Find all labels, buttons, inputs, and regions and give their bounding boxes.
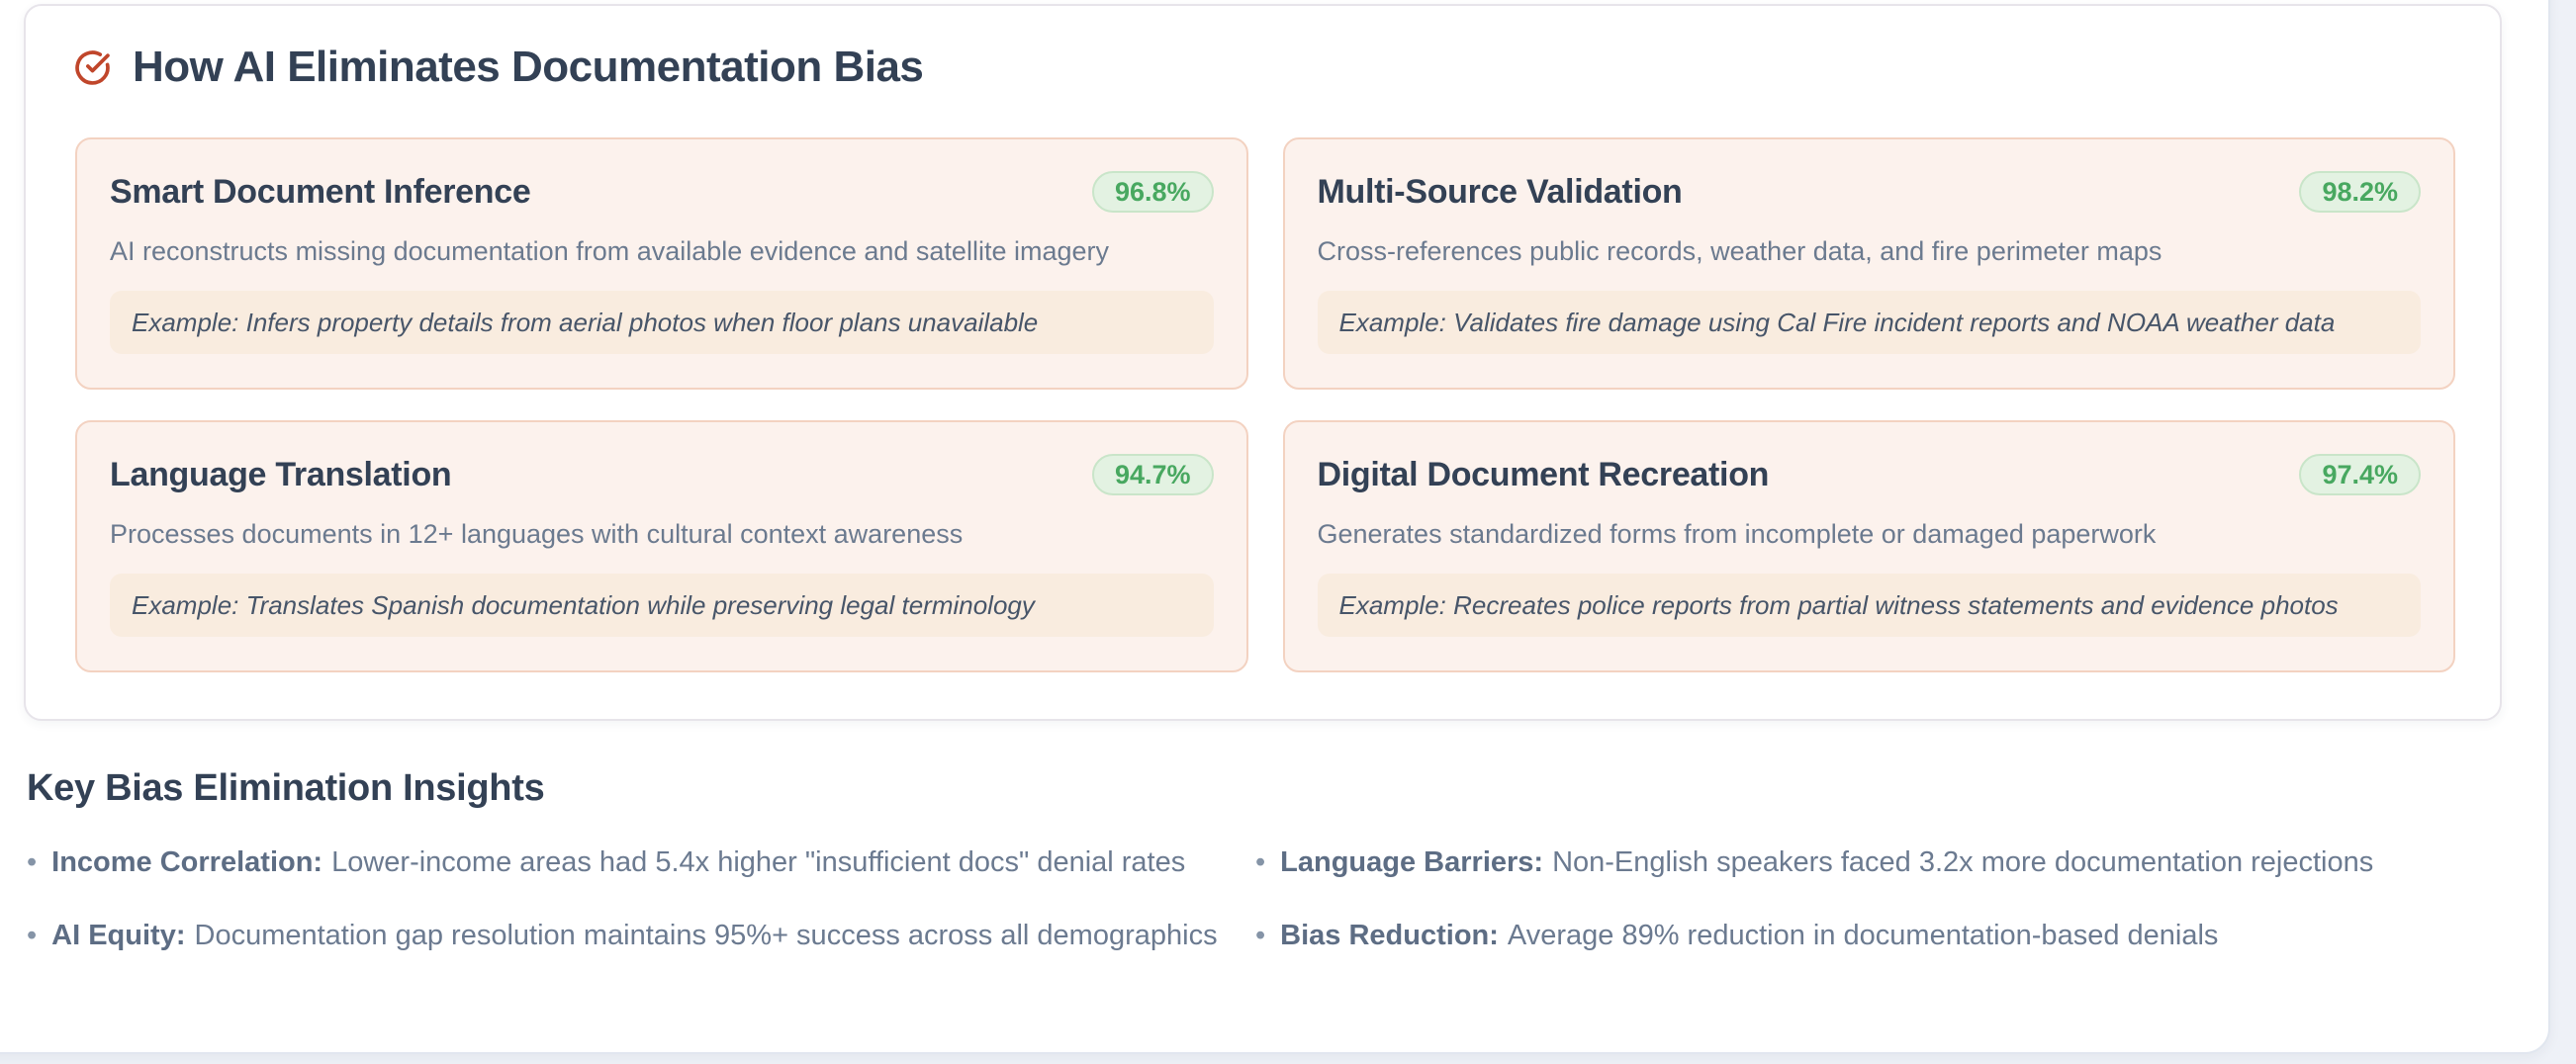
insight-text: Lower-income areas had 5.4x higher "insu… [331,846,1186,878]
card-head: Multi-Source Validation 98.2% [1317,169,2421,215]
accuracy-badge: 97.4% [2299,454,2421,495]
insight-item-language-barriers: • Language Barriers: Non-English speakers … [1255,844,2480,880]
card-title: Language Translation [110,455,452,493]
insight-item-bias-reduction: • Bias Reduction: Average 89% reduction in… [1255,918,2480,953]
insight-text: Non-English speakers faced 3.2x more doc… [1552,846,2374,878]
insight-grid: • Income Correlation: Lower-income areas h… [27,844,2480,953]
bullet-icon: • [27,920,38,951]
card-description: Generates standardized forms from incomp… [1317,519,2157,549]
insight-label: Bias Reduction: [1280,920,1499,951]
bias-section-card: How AI Eliminates Documentation Bias Sma… [24,4,2502,721]
card-description: AI reconstructs missing documentation fr… [110,236,1109,266]
card-example: Example: Translates Spanish documentatio… [110,574,1214,637]
insight-text: Average 89% reduction in documentation-b… [1507,920,2219,951]
card-title: Multi-Source Validation [1317,172,1683,211]
section-header: How AI Eliminates Documentation Bias [74,43,924,91]
card-title: Digital Document Recreation [1317,455,1770,493]
feature-cards-grid: Smart Document Inference 96.8% AI recons… [75,137,2455,672]
card-head: Smart Document Inference 96.8% [110,169,1214,215]
insight-label: Income Correlation: [51,846,323,878]
feature-card-multi-source-validation: Multi-Source Validation 98.2% Cross-refe… [1282,137,2455,390]
feature-card-digital-document-recreation: Digital Document Recreation 97.4% Genera… [1282,420,2455,672]
card-example: Example: Infers property details from ae… [110,291,1214,354]
bullet-icon: • [1255,846,1266,878]
card-example: Example: Validates fire damage using Cal… [1317,291,2421,354]
bullet-icon: • [27,846,38,878]
card-title: Smart Document Inference [110,172,531,211]
accuracy-badge: 98.2% [2299,171,2421,213]
bullet-icon: • [1255,920,1266,951]
insight-item-income-correlation: • Income Correlation: Lower-income areas h… [27,844,1255,880]
check-circle-icon [74,49,111,86]
card-example: Example: Recreates police reports from p… [1317,574,2421,637]
insight-item-ai-equity: • AI Equity: Documentation gap resolution … [27,918,1255,953]
insight-label: Language Barriers: [1280,846,1544,878]
card-description: Cross-references public records, weather… [1317,236,2162,266]
feature-card-language-translation: Language Translation 94.7% Processes doc… [75,420,1248,672]
card-head: Digital Document Recreation 97.4% [1317,452,2421,497]
section-title: How AI Eliminates Documentation Bias [133,43,924,91]
feature-card-smart-document-inference: Smart Document Inference 96.8% AI recons… [75,137,1248,390]
insights-section: Key Bias Elimination Insights • Income Co… [27,765,2480,953]
insight-label: AI Equity: [51,920,186,951]
card-head: Language Translation 94.7% [110,452,1214,497]
insight-text: Documentation gap resolution maintains 9… [194,920,1218,951]
insights-heading: Key Bias Elimination Insights [27,767,545,809]
accuracy-badge: 94.7% [1091,454,1214,495]
card-description: Processes documents in 12+ languages wit… [110,519,964,549]
accuracy-badge: 96.8% [1091,171,1214,213]
